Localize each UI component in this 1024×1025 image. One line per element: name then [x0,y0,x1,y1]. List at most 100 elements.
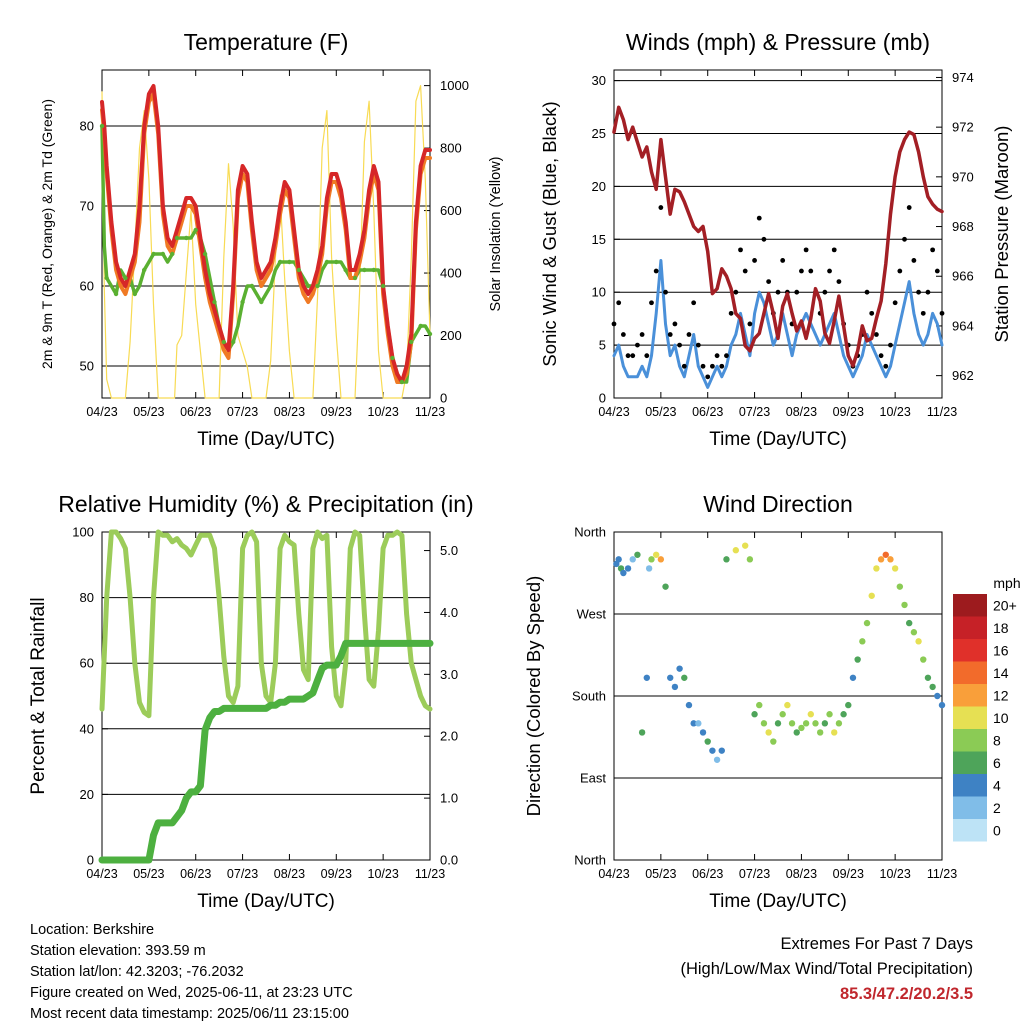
dewpoint-point [132,291,137,297]
y-tick-label: East [580,771,606,786]
x-tick-label: 06/23 [180,867,211,881]
direction-point [915,638,922,645]
legend-swatch [953,819,987,842]
chart-title: Relative Humidity (%) & Precipitation (i… [58,491,473,517]
direction-point [816,729,824,736]
legend-swatch [953,684,987,707]
gust-point [874,332,879,337]
gust-point [756,215,762,221]
y-tick-label-right: 5.0 [440,543,458,558]
direction-point [779,711,786,718]
x-tick-label: 05/23 [133,867,164,881]
y-tick-label: 20 [592,179,606,194]
direction-point [713,756,721,763]
direction-point [859,638,866,645]
legend-swatch [953,594,987,617]
gust-point [808,268,814,274]
x-tick-label: 09/23 [321,867,352,881]
gust-point [677,342,682,348]
latlon-text: Station lat/lon: 42.3203; -76.2032 [30,964,244,980]
y-tick-label-right: 964 [952,318,974,333]
y-tick-label-right: 970 [952,169,974,184]
direction-point [756,701,763,709]
direction-point [662,583,669,590]
direction-point [751,711,758,718]
gust-point [799,268,804,274]
direction-point [891,565,899,572]
direction-point [704,738,711,745]
dewpoint-point [409,339,414,345]
y-tick-label-right: 2.0 [440,729,458,744]
gust-point [780,258,786,263]
direction-point [685,701,693,709]
x-axis-label: Time (Day/UTC) [197,891,335,912]
y-tick-label: 50 [80,359,94,374]
legend-label: 6 [993,755,1001,771]
y-tick-label-right: 3.0 [440,667,458,682]
gust-point [728,310,734,316]
gust-point [691,300,697,306]
x-tick-label: 04/23 [598,867,629,881]
x-tick-label: 06/23 [692,405,723,419]
gust-point [902,236,907,242]
x-tick-label: 08/23 [274,405,305,419]
series-line-pressure [612,105,944,368]
gust-point [639,332,645,337]
x-tick-label: 05/23 [645,405,676,419]
gust-point [663,289,668,295]
y-tick-label: 0 [599,391,606,406]
gust-point [864,289,870,295]
dewpoint-point [362,267,367,273]
dewpoint-point [305,283,311,289]
y-tick-label: 40 [80,721,94,736]
dewpoint-point [151,251,156,257]
x-tick-label: 09/23 [833,867,864,881]
legend-label: 16 [993,642,1009,658]
y-tick-label-right: 962 [952,368,974,383]
direction-point [938,701,946,709]
legend-swatch [953,639,987,662]
direction-point [667,674,674,681]
gust-point [911,258,917,263]
series-line-2m-t [100,84,432,384]
x-tick-label: 08/23 [274,867,305,881]
direction-point [821,720,829,727]
dewpoint-point [380,283,386,289]
direction-point [863,619,871,627]
created-text: Figure created on Wed, 2025-06-11, at 23… [30,985,353,1001]
direction-point [788,720,796,727]
x-tick-label: 07/23 [227,405,258,419]
y-axis-label: Percent & Total Rainfall [28,597,49,794]
gust-point [681,363,687,369]
direction-point [746,556,754,563]
x-tick-label: 07/23 [227,867,258,881]
direction-point [638,729,646,736]
direction-point [868,592,875,599]
x-tick-label: 07/23 [739,867,770,881]
dewpoint-point [160,251,166,257]
gust-point [635,342,640,348]
legend-label: 2 [993,800,1001,816]
dewpoint-point [343,267,348,273]
x-axis-label: Time (Day/UTC) [709,891,847,912]
x-tick-label: 11/23 [415,867,445,881]
gust-point [761,236,767,242]
chart-title: Winds (mph) & Pressure (mb) [626,29,930,55]
y-tick-label-right: 400 [440,266,462,281]
dewpoint-point [221,339,227,345]
x-tick-label: 11/23 [927,867,957,881]
gust-point [653,268,659,274]
gust-point [925,289,931,295]
dewpoint-point [174,235,180,241]
dewpoint-point [324,259,330,265]
y-axis-label-right: Station Pressure (Maroon) [991,126,1012,343]
direction-point [681,674,688,681]
direction-point [924,674,932,681]
gust-point [733,289,739,295]
dewpoint-point [193,227,198,233]
y-tick-label-right: 974 [952,70,974,85]
direction-point [812,720,819,727]
gust-point [611,321,617,327]
direction-point [901,601,908,609]
direction-point [732,547,740,554]
